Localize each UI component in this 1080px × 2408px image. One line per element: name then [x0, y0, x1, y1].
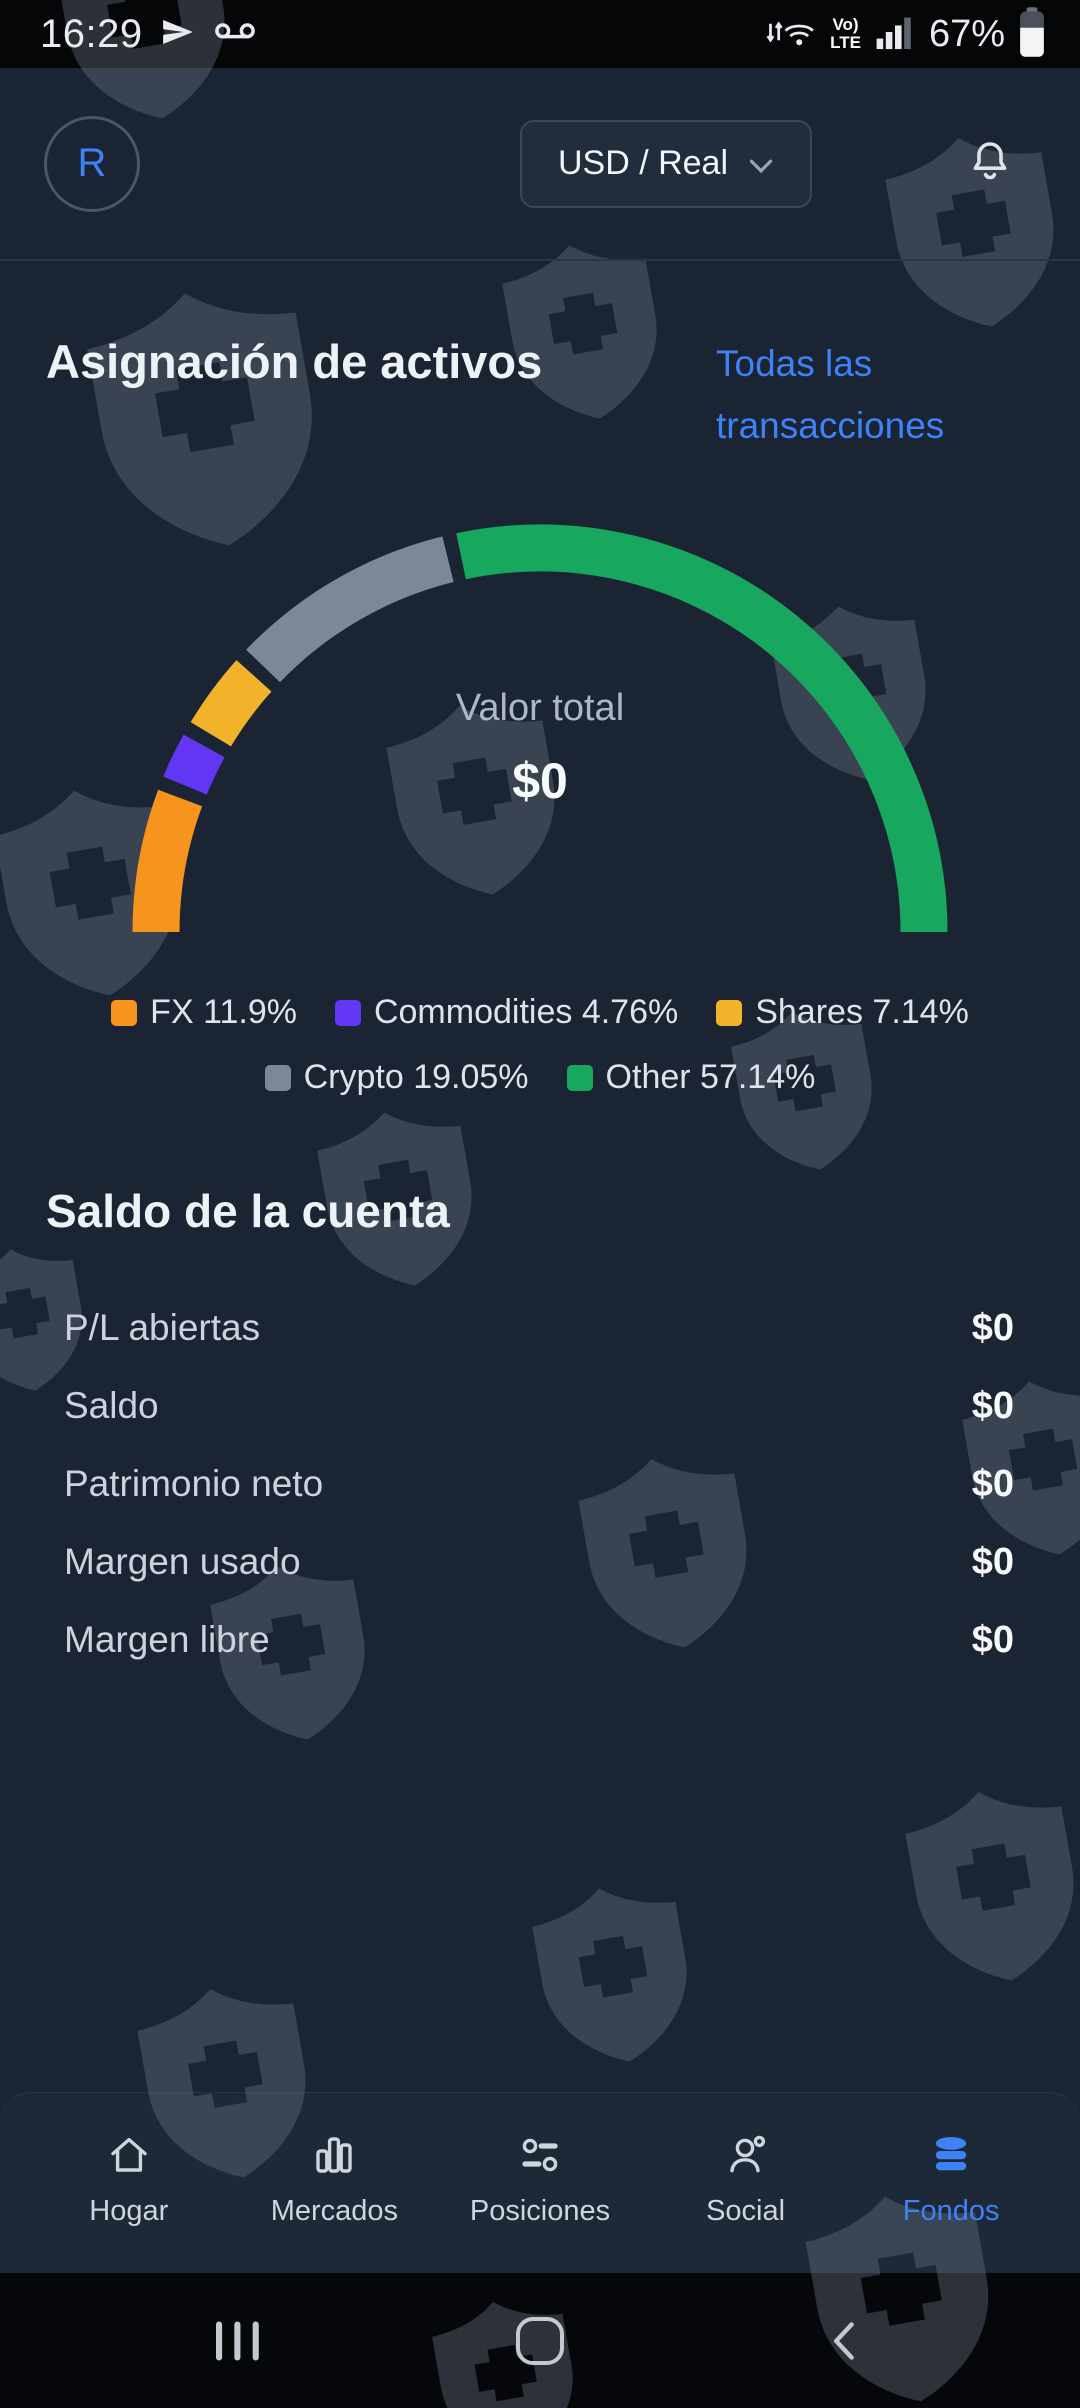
legend-item-fx: FX 11.9%: [111, 993, 297, 1032]
total-value-amount: $0: [512, 753, 568, 809]
telegram-send-icon: [161, 15, 195, 54]
android-navigation-bar: [0, 2273, 1080, 2408]
balance-row-equity: Patrimonio neto $0: [64, 1462, 1014, 1505]
android-back-button[interactable]: [800, 2296, 890, 2386]
nav-item-home[interactable]: Hogar: [26, 2127, 232, 2273]
nav-item-markets[interactable]: Mercados: [232, 2127, 438, 2273]
voicemail-icon: [213, 18, 257, 51]
home-icon: [101, 2127, 157, 2183]
balance-row-used-margin: Margen usado $0: [64, 1540, 1014, 1583]
legend-item-shares: Shares 7.14%: [716, 993, 969, 1032]
legend-swatch: [111, 999, 138, 1026]
chevron-down-icon: [748, 144, 774, 183]
legend-item-crypto: Crypto 19.05%: [264, 1058, 529, 1097]
bell-icon: [966, 137, 1014, 190]
account-balance-list: P/L abiertas $0 Saldo $0 Patrimonio neto…: [0, 1289, 1080, 1679]
currency-label: USD / Real: [557, 144, 729, 182]
app-header: R USD / Real: [0, 68, 1080, 261]
legend-text: Commodities 4.76%: [373, 993, 679, 1031]
sliders-icon: [512, 2127, 568, 2183]
status-bar: 16:29: [0, 0, 1080, 68]
legend-swatch: [264, 1064, 291, 1091]
avatar-letter: R: [77, 141, 107, 185]
balance-row-free-margin: Margen libre $0: [64, 1618, 1014, 1661]
legend-text: FX 11.9%: [150, 993, 297, 1031]
wifi-arrows-icon: [765, 12, 817, 57]
page-title: Asignación de activos: [46, 335, 543, 388]
balance-row-balance: Saldo $0: [64, 1384, 1014, 1427]
legend-swatch: [566, 1064, 593, 1091]
legend-item-commodities: Commodities 4.76%: [334, 993, 679, 1032]
notifications-button[interactable]: [962, 136, 1018, 192]
legend-text: Other 57.14%: [605, 1058, 816, 1096]
person-icon: [718, 2127, 774, 2183]
avatar[interactable]: R: [44, 115, 140, 212]
bottom-navigation: Hogar Mercados: [0, 2093, 1080, 2273]
nav-item-funds[interactable]: Fondos: [848, 2127, 1054, 2273]
android-recents-button[interactable]: [193, 2296, 283, 2386]
battery-icon: [1018, 6, 1046, 62]
total-value-label: Valor total: [455, 687, 625, 729]
legend-text: Crypto 19.05%: [303, 1058, 529, 1096]
android-home-button[interactable]: [495, 2296, 585, 2386]
nav-item-social[interactable]: Social: [643, 2127, 849, 2273]
nav-item-positions[interactable]: Posiciones: [437, 2127, 643, 2273]
clock: 16:29: [40, 11, 143, 56]
signal-bars-icon: [874, 12, 916, 57]
gauge-segment-shares: [190, 660, 272, 747]
legend-item-other: Other 57.14%: [566, 1058, 816, 1097]
battery-percentage: 67%: [928, 12, 1005, 55]
legend-text: Shares 7.14%: [755, 993, 969, 1031]
volte-indicator: Vo) LTE: [830, 15, 861, 52]
main-content: Asignación de activos Todas las transacc…: [0, 261, 1080, 1679]
coins-icon: [923, 2127, 979, 2183]
balance-row-open-pl: P/L abiertas $0: [64, 1306, 1014, 1349]
gauge-segment-fx: [132, 789, 203, 933]
gauge-segment-crypto: [246, 536, 454, 683]
chart-legend: FX 11.9% Commodities 4.76% Shares 7.14% …: [80, 993, 1000, 1097]
account-balance-heading: Saldo de la cuenta: [46, 1185, 450, 1237]
all-transactions-link[interactable]: Todas las transacciones: [716, 343, 945, 446]
legend-swatch: [334, 999, 361, 1026]
currency-selector[interactable]: USD / Real: [520, 119, 812, 208]
asset-allocation-gauge: Valor total $0: [125, 519, 955, 939]
legend-swatch: [716, 999, 743, 1026]
bar-chart-icon: [306, 2127, 362, 2183]
gauge-center-text: Valor total $0: [125, 687, 955, 810]
